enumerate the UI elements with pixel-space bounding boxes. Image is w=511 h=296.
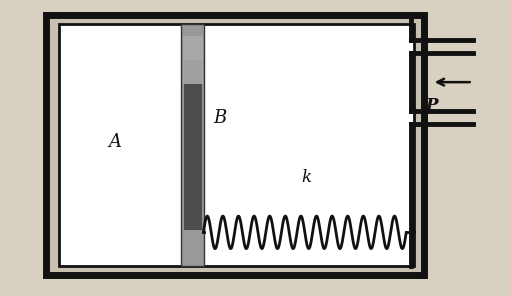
Bar — [184, 60, 202, 230]
Text: P: P — [426, 96, 438, 114]
Bar — [59, 24, 414, 266]
Text: k: k — [301, 169, 312, 186]
Text: A: A — [108, 133, 122, 151]
Text: B: B — [213, 110, 226, 127]
Bar — [182, 36, 203, 84]
Bar — [181, 24, 204, 266]
Bar — [46, 15, 424, 275]
